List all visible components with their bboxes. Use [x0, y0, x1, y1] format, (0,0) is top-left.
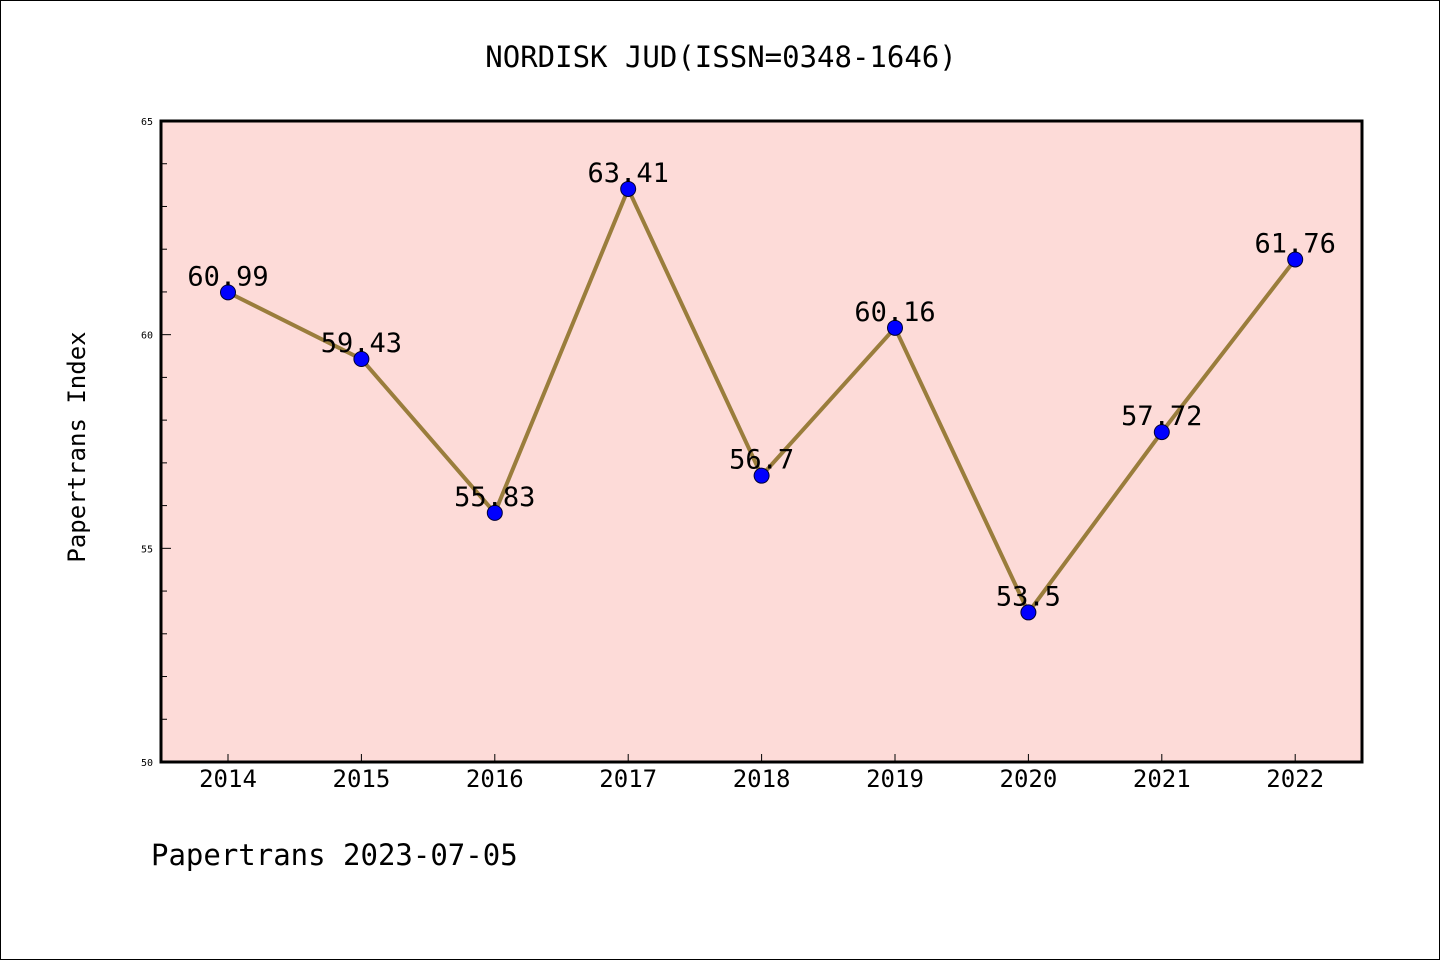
x-tick-label: 2014 — [199, 765, 257, 793]
data-point — [1020, 604, 1037, 621]
x-tick-label: 2019 — [866, 765, 924, 793]
plot-area — [159, 119, 1364, 764]
x-tick-label: 2015 — [333, 765, 391, 793]
x-tick-label: 2017 — [599, 765, 657, 793]
data-label: 53.5 — [996, 581, 1061, 612]
data-point — [1153, 424, 1170, 441]
data-label: 57.72 — [1121, 401, 1202, 432]
footer-text: Papertrans 2023-07-05 — [151, 838, 518, 872]
x-tick-label: 2018 — [733, 765, 791, 793]
data-label: 63.41 — [588, 158, 669, 189]
y-tick-label: 55 — [141, 544, 153, 555]
data-label: 60.16 — [854, 297, 935, 328]
data-point — [753, 467, 770, 484]
x-tick-label: 2021 — [1133, 765, 1191, 793]
data-label: 56.7 — [729, 445, 794, 476]
x-tick-label: 2022 — [1266, 765, 1324, 793]
data-label: 55.83 — [454, 482, 535, 513]
y-tick-label: 65 — [141, 117, 153, 128]
data-point — [1287, 251, 1304, 268]
data-point — [887, 319, 903, 336]
x-tick-label: 2020 — [1000, 765, 1058, 793]
data-point — [220, 284, 236, 301]
x-tick-label: 2016 — [466, 765, 524, 793]
data-point — [620, 180, 637, 197]
data-label: 61.76 — [1255, 228, 1336, 259]
y-axis: 50 55 60 65 — [141, 117, 171, 769]
data-label: 59.43 — [321, 328, 402, 359]
x-axis: 2014 2015 2016 2017 2018 2019 2020 2021 2022 — [199, 754, 1324, 793]
series-layer: 60.99 59.43 55.83 63.41 56.7 60.16 53.5 57.72 61… — [187, 158, 1336, 621]
data-point — [353, 351, 370, 368]
data-label: 60.99 — [187, 261, 268, 292]
chart-title: NORDISK JUD(ISSN=0348-1646) — [485, 40, 956, 74]
y-tick-label: 50 — [141, 758, 153, 769]
y-axis-label: Papertrans Index — [63, 331, 91, 562]
data-point — [486, 504, 503, 521]
y-tick-label: 60 — [141, 331, 153, 342]
